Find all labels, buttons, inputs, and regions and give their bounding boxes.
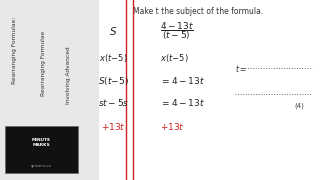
Text: goteams.co: goteams.co [31,164,52,168]
Text: $\dfrac{4-13t}{(t-5)}$: $\dfrac{4-13t}{(t-5)}$ [160,20,194,42]
Text: $+13t$: $+13t$ [160,120,185,132]
Text: Make t the subject of the formula.: Make t the subject of the formula. [133,7,264,16]
Text: $t =$: $t =$ [235,63,247,74]
Text: $= 4-13t$: $= 4-13t$ [160,75,205,87]
FancyBboxPatch shape [5,126,78,173]
Text: $+13t$: $+13t$ [101,120,126,132]
Text: $= 4-13t$: $= 4-13t$ [160,97,205,108]
Text: $st-5s$: $st-5s$ [98,97,129,108]
Text: Rearranging Formulae: Rearranging Formulae [41,30,46,96]
Text: Involving Advanced: Involving Advanced [66,47,71,104]
Text: $x(t{-}5)$: $x(t{-}5)$ [99,52,128,64]
Text: $S(t{-}5)$: $S(t{-}5)$ [98,75,129,87]
Text: (4): (4) [294,103,304,109]
Text: Rearranging Formulae:: Rearranging Formulae: [12,17,17,84]
Text: $x(t{-}5)$: $x(t{-}5)$ [160,52,188,64]
FancyBboxPatch shape [0,0,99,180]
Text: $S$: $S$ [109,25,118,37]
Text: MINUTE
MARKS: MINUTE MARKS [32,138,51,147]
